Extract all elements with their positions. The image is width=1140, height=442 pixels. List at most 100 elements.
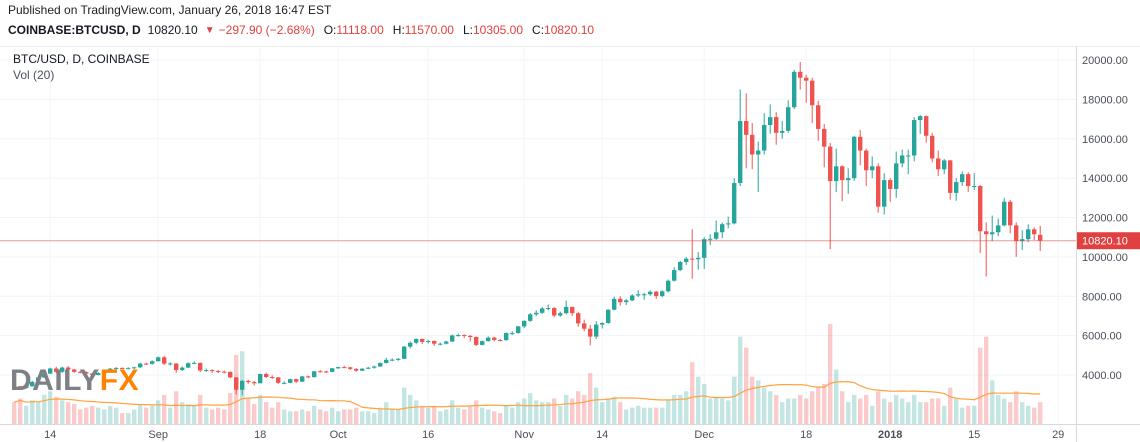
candle-body bbox=[816, 105, 821, 129]
candle-body bbox=[930, 135, 935, 159]
volume-bar bbox=[930, 398, 935, 424]
candle-body bbox=[222, 371, 227, 373]
candle-body bbox=[162, 357, 167, 364]
volume-bar bbox=[642, 407, 647, 424]
volume-bar bbox=[312, 405, 317, 424]
volume-bar bbox=[168, 407, 173, 424]
candle-body bbox=[1008, 201, 1013, 226]
volume-bar bbox=[780, 402, 785, 424]
candle-body bbox=[822, 128, 827, 147]
close-value: 10820.10 bbox=[544, 23, 595, 37]
volume-bar bbox=[426, 407, 431, 424]
volume-bar bbox=[954, 398, 959, 424]
volume-bar bbox=[576, 391, 581, 424]
volume-bar bbox=[756, 380, 761, 424]
candle-body bbox=[762, 124, 767, 151]
candle-body bbox=[156, 357, 161, 362]
volume-bar bbox=[72, 404, 77, 424]
volume-bar bbox=[156, 400, 161, 424]
time-axis-label: 29 bbox=[1052, 429, 1064, 441]
price-axis-label: 4000.00 bbox=[1082, 370, 1122, 382]
candle-body bbox=[954, 182, 959, 193]
candle-body bbox=[228, 371, 233, 378]
time-axis-label: Nov bbox=[514, 429, 534, 441]
candle-body bbox=[294, 379, 299, 382]
volume-bar bbox=[204, 407, 209, 424]
volume-bar bbox=[1008, 402, 1013, 424]
candle-body bbox=[342, 367, 347, 369]
candle-body bbox=[192, 362, 197, 364]
volume-bar bbox=[276, 402, 281, 424]
price-axis-label: 18000.00 bbox=[1082, 94, 1128, 106]
candle-body bbox=[1020, 239, 1025, 242]
candle-body bbox=[504, 333, 509, 341]
volume-bar bbox=[570, 398, 575, 424]
candle-body bbox=[534, 312, 539, 315]
time-axis-label: Dec bbox=[694, 429, 714, 441]
volume-bar bbox=[264, 402, 269, 424]
published-caption: Published on TradingView.com, January 26… bbox=[0, 0, 1140, 20]
volume-bar bbox=[384, 402, 389, 424]
candle-body bbox=[606, 309, 611, 324]
candle-body bbox=[522, 320, 527, 327]
candle-body bbox=[96, 373, 101, 375]
volume-bar bbox=[738, 336, 743, 424]
price-axis-label: 8000.00 bbox=[1082, 291, 1122, 303]
candle-body bbox=[558, 313, 563, 316]
candle-body bbox=[372, 366, 377, 368]
candle-body bbox=[894, 163, 899, 189]
candle-body bbox=[972, 186, 977, 187]
volume-bar bbox=[396, 409, 401, 424]
volume-bar bbox=[810, 391, 815, 424]
candle-body bbox=[282, 382, 287, 384]
time-axis-label: 15 bbox=[968, 429, 980, 441]
volume-bar bbox=[978, 347, 983, 424]
volume-bar bbox=[444, 409, 449, 424]
candle-body bbox=[708, 238, 713, 240]
volume-bar bbox=[432, 405, 437, 424]
candle-body bbox=[138, 363, 143, 368]
candle-body bbox=[990, 232, 995, 235]
volume-bar bbox=[378, 407, 383, 424]
volume-bar bbox=[588, 373, 593, 424]
candle-body bbox=[960, 174, 965, 183]
volume-bar bbox=[486, 409, 491, 424]
candle-body bbox=[720, 224, 725, 233]
candle-body bbox=[900, 155, 905, 164]
candle-body bbox=[828, 146, 833, 182]
volume-bar bbox=[306, 411, 311, 424]
price-axis-label: 16000.00 bbox=[1082, 134, 1128, 146]
candle-body bbox=[696, 257, 701, 260]
volume-bar bbox=[918, 402, 923, 424]
candle-body bbox=[30, 381, 35, 387]
candle-body bbox=[354, 368, 359, 371]
volume-bar bbox=[1038, 402, 1043, 424]
volume-bar bbox=[912, 394, 917, 424]
candle-body bbox=[852, 136, 857, 179]
volume-bar bbox=[648, 407, 653, 424]
candle-body bbox=[906, 155, 911, 157]
candle-body bbox=[834, 166, 839, 182]
volume-bar bbox=[522, 398, 527, 424]
volume-bar bbox=[666, 400, 671, 424]
volume-bar bbox=[336, 411, 341, 424]
candle-body bbox=[270, 376, 275, 378]
candle-body bbox=[300, 376, 305, 382]
candle-body bbox=[348, 367, 353, 369]
volume-bar bbox=[516, 402, 521, 424]
candle-body bbox=[1038, 234, 1043, 241]
candle-body bbox=[798, 71, 803, 78]
volume-bar bbox=[228, 393, 233, 424]
candle-body bbox=[234, 377, 239, 390]
volume-bar bbox=[408, 394, 413, 424]
volume-bar bbox=[804, 398, 809, 424]
ohlc-high: H:11570.00 bbox=[393, 23, 454, 37]
candle-body bbox=[78, 371, 83, 373]
volume-bar bbox=[456, 407, 461, 424]
candle-body bbox=[108, 368, 113, 373]
candle-body bbox=[984, 231, 989, 235]
candle-body bbox=[594, 324, 599, 337]
candle-body bbox=[528, 314, 533, 321]
volume-bar bbox=[726, 400, 731, 424]
volume-bar bbox=[786, 398, 791, 424]
